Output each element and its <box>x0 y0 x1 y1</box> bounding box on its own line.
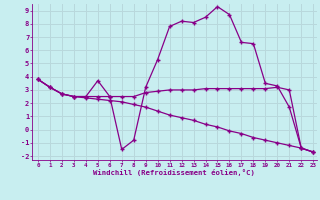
X-axis label: Windchill (Refroidissement éolien,°C): Windchill (Refroidissement éolien,°C) <box>93 169 255 176</box>
